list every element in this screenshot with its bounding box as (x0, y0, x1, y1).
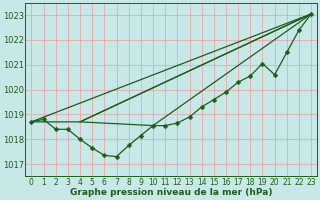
X-axis label: Graphe pression niveau de la mer (hPa): Graphe pression niveau de la mer (hPa) (70, 188, 273, 197)
